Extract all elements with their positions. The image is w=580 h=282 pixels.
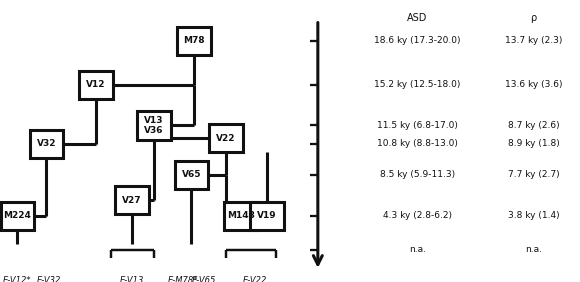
Text: M224: M224 [3,211,31,220]
Text: V32: V32 [37,139,56,148]
Text: V12: V12 [86,80,106,89]
Text: V19: V19 [257,211,277,220]
FancyBboxPatch shape [137,111,171,140]
FancyBboxPatch shape [1,202,34,230]
FancyBboxPatch shape [115,186,149,214]
Text: V65: V65 [182,170,201,179]
Text: 8.5 ky (5.9-11.3): 8.5 ky (5.9-11.3) [380,170,455,179]
Text: 15.2 ky (12.5-18.0): 15.2 ky (12.5-18.0) [375,80,461,89]
Text: 11.5 ky (6.8-17.0): 11.5 ky (6.8-17.0) [377,121,458,130]
Text: E-V32: E-V32 [37,276,61,282]
Text: E-V13: E-V13 [120,276,144,282]
FancyBboxPatch shape [177,27,211,55]
Text: 10.8 ky (8.8-13.0): 10.8 ky (8.8-13.0) [377,139,458,148]
Text: n.a.: n.a. [409,245,426,254]
Text: 8.7 ky (2.6): 8.7 ky (2.6) [508,121,560,130]
Text: M148: M148 [227,211,255,220]
Text: E-V12*: E-V12* [3,276,32,282]
FancyBboxPatch shape [209,124,243,152]
Text: 4.3 ky (2.8-6.2): 4.3 ky (2.8-6.2) [383,211,452,220]
Text: V27: V27 [122,196,142,205]
Text: M78: M78 [183,36,205,45]
FancyBboxPatch shape [250,202,284,230]
Text: E-M78*: E-M78* [168,276,198,282]
Text: ASD: ASD [407,13,428,23]
FancyBboxPatch shape [224,202,258,230]
Text: E-V65: E-V65 [192,276,216,282]
FancyBboxPatch shape [79,70,113,99]
Text: 7.7 ky (2.7): 7.7 ky (2.7) [508,170,560,179]
FancyBboxPatch shape [30,130,63,158]
Text: 8.9 ky (1.8): 8.9 ky (1.8) [508,139,560,148]
Text: 13.6 ky (3.6): 13.6 ky (3.6) [505,80,563,89]
Text: 18.6 ky (17.3-20.0): 18.6 ky (17.3-20.0) [374,36,461,45]
Text: 13.7 ky (2.3): 13.7 ky (2.3) [505,36,562,45]
Text: 3.8 ky (1.4): 3.8 ky (1.4) [508,211,560,220]
Text: n.a.: n.a. [525,245,542,254]
Text: ρ: ρ [531,13,536,23]
Text: V13
V36: V13 V36 [144,116,164,135]
Text: E-V22: E-V22 [243,276,267,282]
Text: V22: V22 [216,134,236,143]
FancyBboxPatch shape [175,161,208,189]
